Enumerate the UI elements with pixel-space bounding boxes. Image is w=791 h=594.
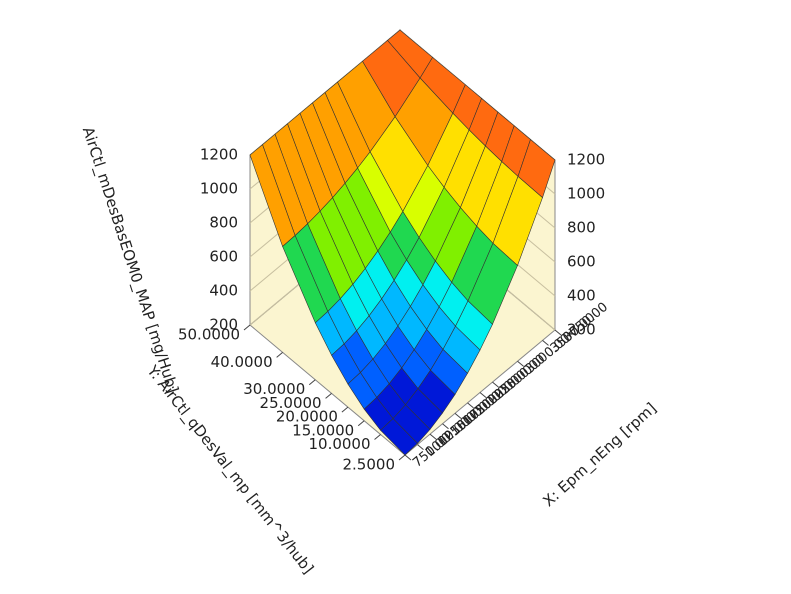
x-tick xyxy=(467,402,474,409)
y-tick xyxy=(341,406,349,413)
y-tick-label: 40.0000 xyxy=(211,353,273,371)
x-tick xyxy=(429,433,437,440)
z-tick-label: 400 xyxy=(209,282,238,300)
z-tick-label: 200 xyxy=(567,321,596,339)
z-tick-label: 800 xyxy=(209,214,238,232)
x-tick xyxy=(442,423,449,430)
x-tick xyxy=(517,360,524,367)
x-tick xyxy=(454,412,462,419)
y-tick xyxy=(357,420,365,427)
x-tick xyxy=(404,454,412,461)
y-tick-label: 2.5000 xyxy=(343,456,396,474)
y-tick xyxy=(243,324,251,331)
y-tick xyxy=(308,379,316,386)
x-tick xyxy=(542,340,549,346)
y-tick xyxy=(325,393,332,399)
x-tick xyxy=(554,329,562,336)
x-tick xyxy=(479,392,487,398)
x-tick xyxy=(417,444,424,450)
z-tick-label: 400 xyxy=(567,287,596,305)
z-tick-label: 1000 xyxy=(200,180,238,198)
y-tick xyxy=(398,454,406,461)
y-tick-label: 10.0000 xyxy=(308,435,370,453)
x-tick xyxy=(492,381,499,388)
y-tick-label: 25.0000 xyxy=(260,394,322,412)
z-tick-label: 600 xyxy=(209,248,238,266)
z-tick-label: 800 xyxy=(567,219,596,237)
y-tick-label: 20.0000 xyxy=(276,408,338,426)
y-tick xyxy=(276,351,283,358)
y-tick xyxy=(374,434,381,440)
y-tick-label: 15.0000 xyxy=(292,421,354,439)
y-tick-label: 30.0000 xyxy=(243,380,305,398)
z-tick-label: 1200 xyxy=(567,151,605,169)
z-tick-label: 1000 xyxy=(567,185,605,203)
y-tick-label: 50.0000 xyxy=(178,326,240,344)
z-tick-label: 200 xyxy=(209,316,238,334)
x-axis-title: X: Epm_nEng [rpm] xyxy=(539,399,660,511)
surface-cell xyxy=(380,418,418,456)
z-tick-label: 600 xyxy=(567,253,596,271)
z-tick-label: 1200 xyxy=(200,146,238,164)
z-axis-title: AirCtl_mDesBasEOM0_MAP [mg/Hub] xyxy=(78,125,182,396)
